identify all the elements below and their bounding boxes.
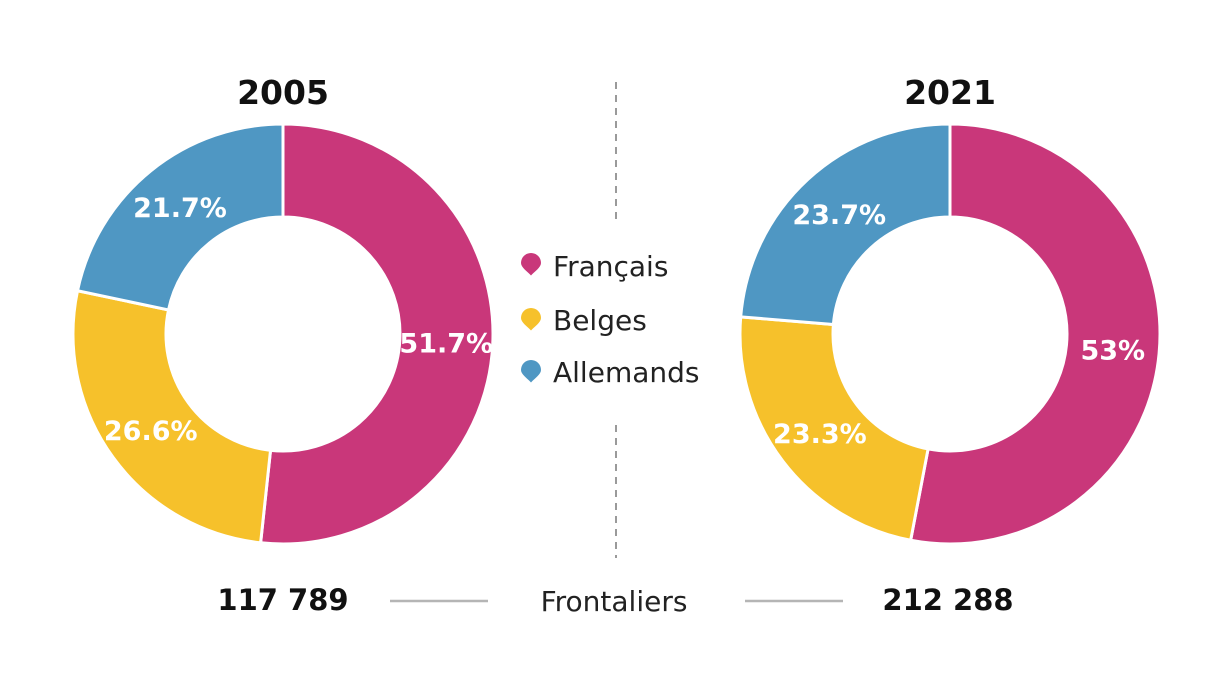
data-label-2005-francais: 51.7% <box>399 329 493 360</box>
legend-item-belges: Belges <box>521 304 647 337</box>
slice-2005-allemands <box>75 122 285 312</box>
donut-2005: 51.7% 26.6% 21.7% <box>71 122 495 546</box>
legend-label-allemands: Allemands <box>553 356 699 389</box>
chart-title-2005: 2005 <box>237 73 329 112</box>
data-label-2005-allemands: 21.7% <box>133 193 227 224</box>
footer-label: Frontaliers <box>541 585 688 618</box>
data-label-2005-belges: 26.6% <box>104 416 198 447</box>
slice-2005-francais <box>258 122 495 546</box>
total-2005: 117 789 <box>217 583 348 617</box>
legend-label-francais: Français <box>553 250 668 283</box>
data-label-2021-allemands: 23.7% <box>792 200 886 231</box>
legend-marker-francais <box>521 253 541 276</box>
donut-2021: 53% 23.3% 23.7% <box>738 122 1162 546</box>
slice-2005-belges <box>71 288 273 545</box>
legend: Français Belges Allemands <box>521 250 699 389</box>
slice-2021-allemands <box>739 122 952 327</box>
total-2021: 212 288 <box>882 583 1013 617</box>
chart-title-2021: 2021 <box>904 73 996 112</box>
data-label-2021-belges: 23.3% <box>773 419 867 450</box>
legend-item-allemands: Allemands <box>521 356 699 389</box>
legend-label-belges: Belges <box>553 304 647 337</box>
data-label-2021-francais: 53% <box>1080 335 1145 366</box>
footer: 117 789 Frontaliers 212 288 <box>217 583 1013 618</box>
slice-2021-belges <box>738 315 930 543</box>
legend-marker-allemands <box>521 360 541 383</box>
legend-item-francais: Français <box>521 250 668 283</box>
slice-2021-francais <box>908 122 1162 546</box>
legend-marker-belges <box>521 308 541 331</box>
